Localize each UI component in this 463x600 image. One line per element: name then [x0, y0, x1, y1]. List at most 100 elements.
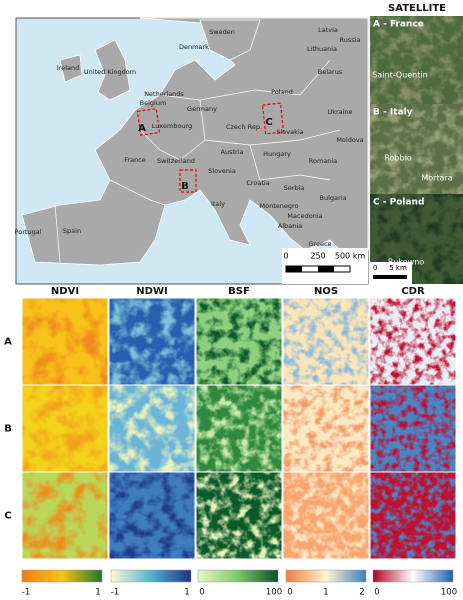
scale-bar	[373, 275, 407, 279]
country-label: Latvia	[318, 26, 338, 34]
raster-texture	[22, 385, 108, 472]
row-label: A	[4, 337, 12, 348]
satellite-texture	[370, 104, 463, 194]
country-label: Moldova	[336, 136, 363, 144]
land	[59, 54, 83, 83]
country-label: Italy	[211, 200, 225, 208]
country-label: Belgium	[140, 99, 167, 107]
raster-texture	[283, 385, 369, 472]
country-label: Spain	[63, 227, 81, 235]
raster-texture	[196, 385, 282, 472]
place-label: Robbio	[384, 154, 411, 163]
country-label: Ukraine	[327, 108, 352, 116]
country-label: France	[124, 156, 146, 164]
land	[199, 19, 261, 61]
scale-label: 0	[283, 252, 288, 261]
country-label: Sweden	[209, 28, 235, 36]
country-label: Denmark	[179, 43, 209, 51]
scale-bar	[286, 266, 302, 272]
raster-texture	[370, 385, 456, 472]
raster-texture	[109, 472, 195, 559]
country-label: Czech Rep.	[226, 123, 262, 131]
land	[21, 17, 369, 266]
colorbar	[197, 569, 279, 583]
colorbar-label: 0	[287, 588, 292, 598]
panel-border	[108, 471, 196, 560]
country-label: Russia	[340, 36, 361, 44]
colorbar	[285, 569, 367, 583]
colorbar-label: -1	[111, 588, 119, 598]
colorbar-label: 2	[359, 588, 364, 598]
raster-texture	[283, 298, 369, 385]
scale-label: 0	[373, 264, 377, 272]
row-label: B	[4, 424, 12, 435]
colorbar	[110, 569, 192, 583]
scale-label: 5 km	[389, 264, 407, 272]
country-label: Bulgaria	[320, 194, 347, 202]
satellite-label: A - France	[373, 20, 424, 30]
country-label: Greece	[308, 240, 331, 248]
site-label: A	[138, 123, 146, 134]
country-label: Serbia	[284, 184, 305, 192]
country-label: Switzerland	[157, 157, 195, 165]
colorbar	[372, 569, 454, 583]
raster-texture	[109, 298, 195, 385]
country-label: Belarus	[318, 68, 343, 76]
country-label: Slovenia	[208, 167, 236, 175]
panel-border	[369, 471, 457, 560]
colorbar-label: 1	[323, 588, 328, 598]
colorbar-label: 1	[95, 588, 100, 598]
satellite-title: SATELLITE	[388, 3, 446, 14]
raster-texture	[196, 298, 282, 385]
site-label: C	[265, 117, 272, 128]
country-label: Ireland	[57, 64, 79, 72]
country-label: Croatia	[246, 179, 269, 187]
scale-bar	[318, 266, 334, 272]
scale-label: 250	[310, 252, 325, 261]
country-label: Slovakia	[276, 128, 303, 136]
raster-texture	[22, 472, 108, 559]
site-label: B	[181, 181, 189, 192]
country-label: Montenegro	[259, 202, 298, 210]
panel-border	[21, 471, 109, 560]
raster-texture	[370, 472, 456, 559]
land	[94, 39, 131, 101]
column-header: NDVI	[51, 286, 79, 297]
country-label: Romania	[309, 157, 337, 165]
row-label: C	[4, 511, 11, 522]
column-header: BSF	[228, 286, 250, 297]
colorbar	[21, 569, 103, 583]
country-label: Netherlands	[144, 90, 184, 98]
colorbar-label: 100	[441, 588, 457, 598]
raster-texture	[370, 298, 456, 385]
raster-texture	[283, 472, 369, 559]
colorbar-label: -1	[22, 588, 30, 598]
country-label: Poland	[271, 88, 293, 96]
country-label: United Kingdom	[84, 68, 136, 76]
country-label: Luxembourg	[152, 122, 193, 130]
country-label: Macedonia	[287, 212, 322, 220]
country-label: Lithuania	[307, 45, 337, 53]
satellite-label: B - Italy	[373, 108, 413, 118]
column-header: NOS	[314, 286, 338, 297]
country-label: Germany	[187, 105, 217, 113]
column-header: NDWI	[136, 286, 167, 297]
site-boxes	[136, 102, 285, 193]
country-label: Austria	[221, 148, 244, 156]
raster-texture	[109, 385, 195, 472]
colorbar-label: 0	[374, 588, 379, 598]
colorbar-label: 0	[199, 588, 204, 598]
panel-border	[282, 471, 370, 560]
panel-border	[195, 471, 283, 560]
country-label: Albania	[278, 222, 302, 230]
column-header: CDR	[401, 286, 425, 297]
borders	[54, 59, 341, 263]
colorbar-label: 100	[266, 588, 282, 598]
scale-label: 500 km	[335, 252, 365, 261]
satellite-texture	[370, 16, 463, 104]
raster-texture	[196, 472, 282, 559]
place-label: Mortara	[421, 174, 452, 183]
country-label: Hungary	[263, 150, 291, 158]
